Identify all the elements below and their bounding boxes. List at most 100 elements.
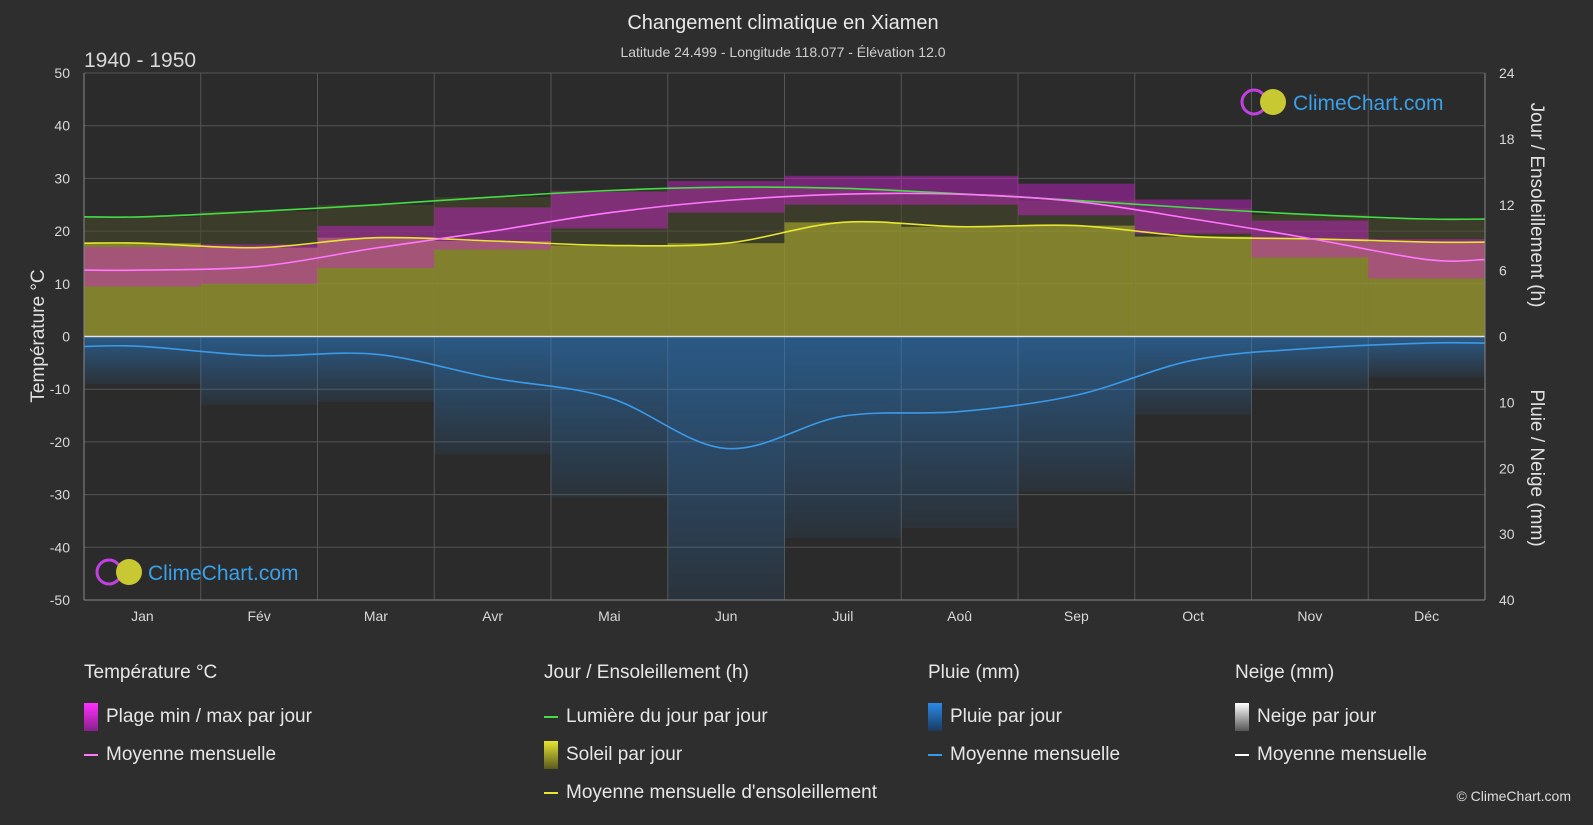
sunshine-bar	[1018, 225, 1135, 337]
left-tick-label: 10	[54, 276, 70, 292]
right-top-axis-label: Jour / Ensoleillement (h)	[1526, 103, 1547, 308]
rain-bar	[1018, 336, 1135, 492]
legend-sun: Jour / Ensoleillement (h) Lumière du jou…	[544, 662, 877, 812]
right-bottom-axis-label: Pluie / Neige (mm)	[1526, 389, 1547, 546]
temp-range-bar	[667, 181, 785, 213]
month-tick-label: Nov	[1297, 608, 1322, 624]
legend-label: Pluie par jour	[950, 706, 1062, 727]
legend-label: Moyenne mensuelle	[1257, 744, 1428, 765]
month-tick-label: Mar	[364, 608, 388, 624]
legend-label: Neige par jour	[1257, 706, 1377, 727]
temp-range-swatch	[84, 703, 98, 731]
legend-label: Lumière du jour par jour	[566, 706, 768, 727]
logo-sun-icon	[1260, 89, 1286, 115]
logo-text: ClimeChart.com	[148, 562, 299, 585]
month-tick-label: Déc	[1414, 608, 1439, 624]
left-tick-label: -10	[50, 381, 70, 397]
data-marks	[84, 175, 1485, 600]
right-top-tick-label: 12	[1499, 197, 1515, 213]
logo-text: ClimeChart.com	[1293, 92, 1444, 115]
rain-bar	[434, 336, 551, 455]
right-bottom-tick-label: 20	[1499, 460, 1515, 476]
right-bottom-tick-label: 10	[1499, 394, 1515, 410]
sunshine-bar	[551, 245, 668, 337]
left-tick-label: 0	[62, 329, 70, 345]
legend-snow: Neige (mm) Neige par jour Moyenne mensue…	[1235, 662, 1427, 774]
right-top-tick-label: 18	[1499, 131, 1515, 147]
rain-swatch	[928, 703, 942, 731]
rain-bar	[901, 336, 1018, 529]
left-tick-label: 40	[54, 118, 70, 134]
sunshine-bar	[1134, 236, 1252, 337]
right-bottom-tick-label: 40	[1499, 592, 1515, 608]
rain-bar	[667, 336, 785, 600]
rain-bar	[84, 336, 201, 385]
left-tick-label: 50	[54, 65, 70, 81]
legend-title: Neige (mm)	[1235, 662, 1335, 683]
rain-bar	[200, 336, 318, 405]
period-label: 1940 - 1950	[84, 49, 196, 72]
logo-bottom[interactable]: ClimeChart.com	[95, 558, 299, 586]
temp-range-bar	[1368, 239, 1485, 279]
sunshine-bar	[1368, 242, 1485, 337]
month-tick-label: Oct	[1182, 608, 1204, 624]
legend-title: Pluie (mm)	[928, 662, 1020, 683]
legend-label: Moyenne mensuelle	[950, 744, 1121, 765]
rain-bar	[1134, 336, 1252, 416]
copyright: © ClimeChart.com	[1456, 788, 1571, 804]
temp-range-bar	[317, 225, 435, 268]
rain-bar	[1251, 336, 1369, 389]
left-tick-label: -40	[50, 539, 70, 555]
sunshine-bar	[434, 240, 551, 337]
right-bottom-tick-label: 30	[1499, 526, 1515, 542]
left-tick-label: 30	[54, 170, 70, 186]
chart-title: Changement climatique en Xiamen	[627, 12, 938, 34]
legend-rain: Pluie (mm) Pluie par jour Moyenne mensue…	[928, 662, 1120, 774]
left-axis-label: Température °C	[28, 269, 49, 402]
temp-mean-swatch	[84, 754, 98, 756]
legend-label: Plage min / max par jour	[106, 706, 312, 727]
snow-swatch	[1235, 703, 1249, 731]
legend-label: Moyenne mensuelle d'ensoleillement	[566, 782, 877, 803]
temp-range-bar	[200, 244, 318, 284]
temp-range-bar	[901, 175, 1018, 205]
month-tick-label: Mai	[598, 608, 621, 624]
month-tick-label: Aoû	[947, 608, 972, 624]
left-tick-label: -30	[50, 487, 70, 503]
rain-mean-swatch	[928, 754, 942, 756]
chart-subtitle: Latitude 24.499 - Longitude 118.077 - Él…	[620, 44, 945, 60]
rain-bar	[551, 336, 668, 498]
left-tick-label: -20	[50, 434, 70, 450]
legend-title: Jour / Ensoleillement (h)	[544, 662, 749, 683]
month-tick-label: Jan	[131, 608, 154, 624]
sunshine-mean-line	[84, 220, 1485, 249]
axes: 50 40 30 20 10 0 -10 -20 -30 -40 -50 24 18 12 6 0 10 20 30…	[50, 65, 1515, 624]
month-tick-label: Juil	[832, 608, 853, 624]
snow-mean-swatch	[1235, 754, 1249, 756]
left-tick-label: -50	[50, 592, 70, 608]
month-tick-label: Fév	[247, 608, 270, 624]
right-top-tick-label: 6	[1499, 263, 1507, 279]
logo-top[interactable]: ClimeChart.com	[1240, 88, 1444, 116]
rain-mean-line	[84, 341, 1485, 450]
temp-range-bar	[551, 191, 668, 229]
legend-label: Moyenne mensuelle	[106, 744, 277, 765]
daylight-swatch	[544, 716, 558, 718]
legend-title: Température °C	[84, 662, 218, 683]
logo-sun-icon	[116, 559, 142, 585]
legend-label: Soleil par jour	[566, 744, 683, 765]
temp-range-bar	[1018, 183, 1135, 216]
sunshine-bar	[1251, 238, 1369, 337]
daylight-line	[84, 186, 1485, 221]
rain-bar	[784, 336, 902, 539]
legend-temperature: Température °C Plage min / max par jour …	[84, 662, 312, 774]
sunshine-mean-swatch	[544, 792, 558, 794]
month-tick-label: Jun	[715, 608, 738, 624]
right-top-tick-label: 24	[1499, 65, 1515, 81]
left-tick-label: 20	[54, 223, 70, 239]
temp-range-bar	[84, 246, 201, 287]
month-tick-label: Sep	[1064, 608, 1089, 624]
sunshine-swatch	[544, 741, 558, 769]
month-tick-label: Avr	[482, 608, 503, 624]
